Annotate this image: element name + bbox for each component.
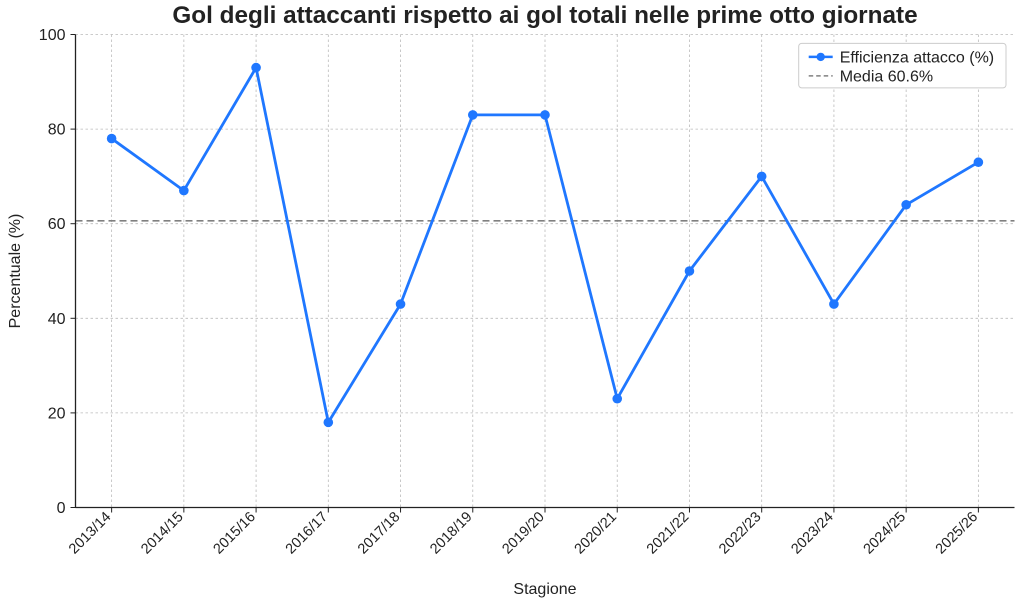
svg-text:Stagione: Stagione bbox=[513, 581, 576, 598]
svg-text:Media 60.6%: Media 60.6% bbox=[840, 68, 933, 85]
svg-text:0: 0 bbox=[57, 500, 66, 517]
svg-text:Percentuale (%): Percentuale (%) bbox=[7, 214, 24, 329]
svg-text:Efficienza attacco (%): Efficienza attacco (%) bbox=[840, 49, 994, 66]
svg-text:80: 80 bbox=[48, 122, 66, 139]
svg-text:20: 20 bbox=[48, 405, 66, 422]
svg-text:60: 60 bbox=[48, 216, 66, 233]
svg-text:Gol degli attaccanti rispetto: Gol degli attaccanti rispetto ai gol tot… bbox=[172, 2, 917, 29]
svg-text:100: 100 bbox=[39, 27, 66, 44]
svg-text:40: 40 bbox=[48, 311, 66, 328]
